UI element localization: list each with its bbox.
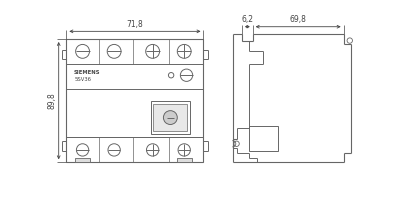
Bar [249,126,278,151]
Text: 69,8: 69,8 [290,15,307,24]
Text: 5SV36: 5SV36 [74,77,91,82]
Bar [176,158,192,162]
Bar [151,101,190,134]
Bar [66,39,204,162]
Bar [75,158,90,162]
Circle shape [164,111,177,125]
Text: SIEMENS: SIEMENS [74,70,101,75]
Text: 6,2: 6,2 [241,15,253,24]
Text: 89,8: 89,8 [47,92,56,109]
Text: 71,8: 71,8 [126,20,143,29]
Bar [154,104,187,131]
